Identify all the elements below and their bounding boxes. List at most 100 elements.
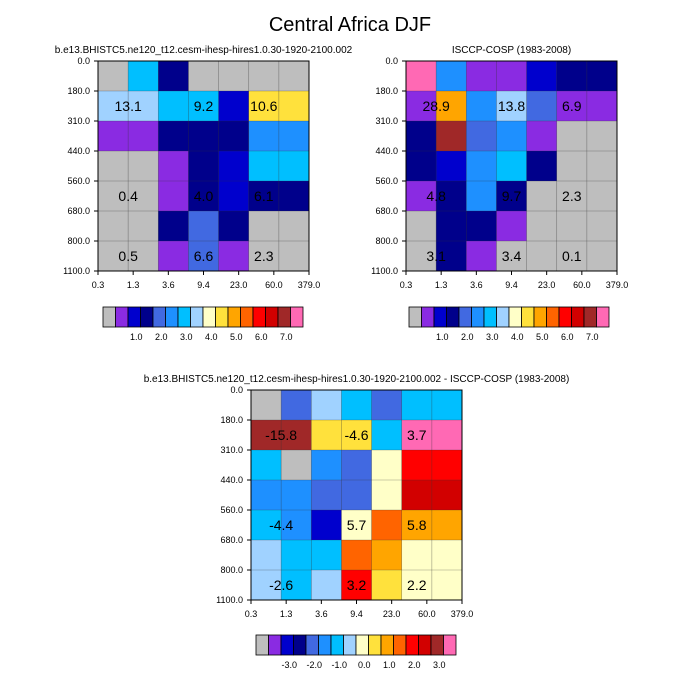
- panel-3-colorbar-label: -3.0: [281, 660, 297, 670]
- panel-2-value-label: 2.3: [562, 188, 582, 204]
- panel-2-ytick-label: 1100.0: [371, 266, 398, 276]
- panel-2-cell: [406, 181, 437, 212]
- panel-3-colorbar-label: 0.0: [358, 660, 371, 670]
- panel-1-value-label: 10.6: [250, 98, 277, 114]
- panel-3-colorbar-box: [368, 634, 382, 656]
- panel-3-cell: [401, 570, 433, 601]
- panel-1-cell: [278, 211, 310, 242]
- panel-1-value-label: 2.3: [254, 248, 274, 264]
- panel-2-colorbar-box: [533, 306, 547, 328]
- panel-3-ytick-label: 440.0: [220, 475, 243, 485]
- panel-1-cell: [128, 151, 159, 182]
- panel-3-ytick-label: 310.0: [220, 445, 243, 455]
- panel-3-ytick-label: 1100.0: [216, 595, 243, 605]
- panel-3-colorbar-box: [430, 634, 444, 656]
- panel-3-cell: [311, 510, 342, 541]
- panel-1-cell: [128, 241, 159, 272]
- panel-2-ytick-label: 440.0: [375, 146, 398, 156]
- panel-3-cell: [371, 390, 403, 421]
- panel-3-colorbar-box: [268, 634, 282, 656]
- panel-1-value-label: 13.1: [115, 98, 142, 114]
- panel-3-value-label: -4.6: [344, 427, 368, 443]
- panel-2-cell: [586, 61, 618, 92]
- panel-2-value-label: 4.8: [426, 188, 446, 204]
- panel-1-ytick-label: 800.0: [67, 236, 90, 246]
- panel-3-cell: [431, 450, 463, 481]
- panel-3-ytick-label: 680.0: [220, 535, 243, 545]
- panel-2-subtitle: ISCCP-COSP (1983-2008): [452, 45, 571, 56]
- panel-1-cell: [98, 211, 129, 242]
- panel-3-cell: [401, 390, 433, 421]
- panel-2-cell: [406, 121, 437, 152]
- panel-1-colorbar-box: [115, 306, 129, 328]
- panel-1-colorbar-label: 2.0: [155, 332, 168, 342]
- panel-3-xtick-label: 60.0: [418, 609, 436, 619]
- panel-3-cell: [431, 540, 463, 571]
- panel-1-cell: [188, 91, 220, 122]
- panel-2-cell: [496, 181, 528, 212]
- panel-2-cell: [556, 61, 588, 92]
- panel-1-cell: [98, 91, 129, 122]
- panel-3-colorbar-label: -1.0: [331, 660, 347, 670]
- panel-1-colorbar-box: [102, 306, 116, 328]
- panel-3-cell: [431, 510, 463, 541]
- panel-3-cell: [251, 540, 282, 571]
- panel-2-cell: [466, 211, 497, 242]
- panel-3-colorbar-box: [418, 634, 432, 656]
- panel-2-colorbar-label: 3.0: [486, 332, 499, 342]
- panel-2-colorbar-box: [483, 306, 497, 328]
- panel-1-cell: [98, 151, 129, 182]
- panel-2-ytick-label: 680.0: [375, 206, 398, 216]
- panel-2-colorbar-label: 7.0: [586, 332, 599, 342]
- panel-2-ytick-label: 800.0: [375, 236, 398, 246]
- panel-3-colorbar-label: 2.0: [408, 660, 421, 670]
- panel-1-cell: [158, 151, 189, 182]
- panel-2-colorbar-box: [521, 306, 535, 328]
- panel-2-value-label: 3.4: [502, 248, 522, 264]
- panel-3-value-label: 3.7: [407, 427, 427, 443]
- panel-3-xtick-label: 9.4: [350, 609, 363, 619]
- panel-3-colorbar-label: -2.0: [306, 660, 322, 670]
- panel-2-colorbar-label: 6.0: [561, 332, 574, 342]
- panel-2-cell: [466, 181, 497, 212]
- panel-1-cell: [158, 241, 189, 272]
- panel-1-value-label: 6.6: [194, 248, 214, 264]
- panel-1-cell: [188, 181, 220, 212]
- panel-3-value-label: -2.6: [269, 577, 293, 593]
- panel-2-cell: [556, 151, 588, 182]
- panel-1-cell: [248, 151, 280, 182]
- panel-3-cell: [341, 570, 373, 601]
- panel-3-cell: [281, 510, 312, 541]
- panel-1-cell: [158, 181, 189, 212]
- panel-1-ytick-label: 560.0: [67, 176, 90, 186]
- panel-2-cell: [406, 91, 437, 122]
- panel-1-cell: [98, 181, 129, 212]
- panel-3-xtick-label: 23.0: [383, 609, 401, 619]
- panel-1-colorbar-label: 4.0: [205, 332, 218, 342]
- panel-2-cell: [496, 151, 528, 182]
- panel-2-cell: [406, 151, 437, 182]
- panel-2-ytick-label: 310.0: [375, 116, 398, 126]
- panel-3-cell: [401, 420, 433, 451]
- panel-1-colorbar-label: 7.0: [280, 332, 293, 342]
- panel-1-cell: [218, 211, 250, 242]
- panel-3-ytick-label: 560.0: [220, 505, 243, 515]
- panel-1-value-label: 4.0: [194, 188, 214, 204]
- panel-1-ytick-label: 0.0: [77, 56, 90, 66]
- panel-2-cell: [436, 151, 467, 182]
- panel-3-value-label: 2.2: [407, 577, 427, 593]
- panel-3-cell: [281, 480, 312, 511]
- panel-3-cell: [251, 450, 282, 481]
- panel-3-cell: [281, 570, 312, 601]
- panel-3-cell: [341, 480, 373, 511]
- panel-3-colorbar-box: [380, 634, 394, 656]
- panel-1-colorbar-label: 1.0: [130, 332, 143, 342]
- panel-3-xtick-label: 379.0: [451, 609, 474, 619]
- panel-1-xtick-label: 0.3: [92, 280, 105, 290]
- panel-2-colorbar-box: [421, 306, 435, 328]
- panel-3-colorbar-box: [343, 634, 357, 656]
- panel-1-cell: [158, 91, 189, 122]
- panel-2-cell: [466, 241, 497, 272]
- panel-1-ytick-label: 1100.0: [63, 266, 90, 276]
